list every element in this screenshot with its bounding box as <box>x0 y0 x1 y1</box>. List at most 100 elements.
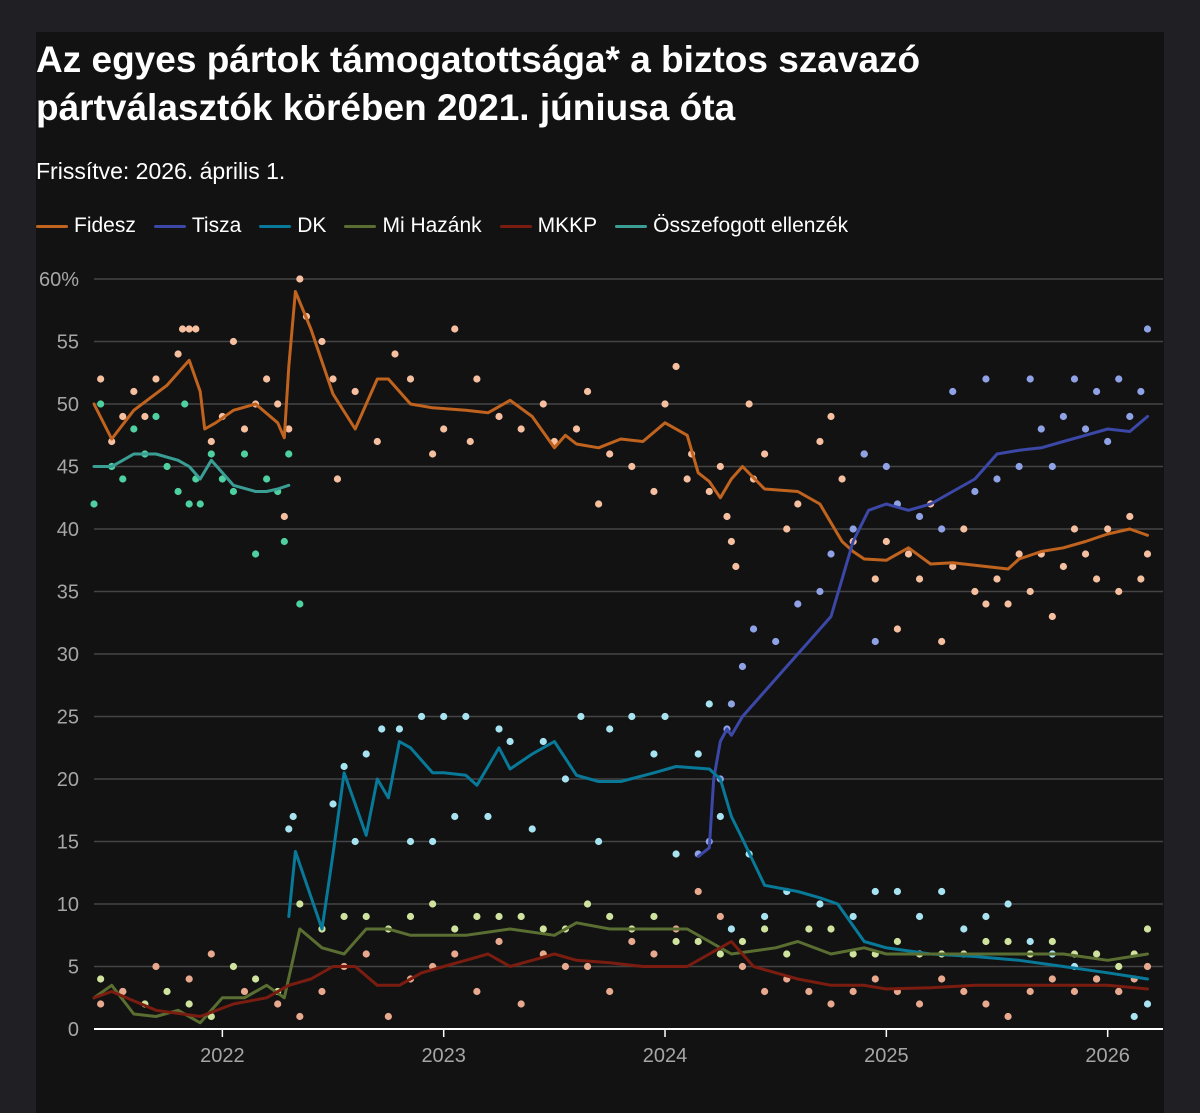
poll-point-dk <box>694 750 702 758</box>
poll-point-tisza <box>1126 412 1134 421</box>
poll-point-fidesz <box>572 425 581 433</box>
poll-point-dk <box>289 812 297 821</box>
legend-item-osszefogott-ellenzek[interactable]: Összefogott ellenzék <box>615 214 848 238</box>
poll-point-osszefogott-ellenzek <box>296 600 304 608</box>
poll-point-fidesz <box>904 550 913 558</box>
poll-point-mi-hazank <box>583 900 592 908</box>
poll-point-mi-hazank <box>207 1012 215 1021</box>
poll-point-dk <box>462 712 470 721</box>
poll-point-fidesz <box>1004 600 1012 608</box>
poll-point-mkkp <box>938 975 946 983</box>
poll-point-fidesz <box>152 375 160 383</box>
poll-point-fidesz <box>1081 550 1090 558</box>
chart-legend: Fidesz Tisza DK Mi Hazánk MKKP Összefogott el… <box>36 214 866 238</box>
poll-point-fidesz <box>1059 562 1068 571</box>
legend-item-mkkp[interactable]: MKKP <box>499 214 597 238</box>
poll-point-fidesz <box>333 475 342 483</box>
y-tick-label: 20 <box>57 769 79 791</box>
poll-point-tisza <box>1081 425 1090 433</box>
series-line-mi-hazank <box>92 921 1149 1025</box>
poll-point-fidesz <box>178 325 187 333</box>
poll-point-mi-hazank <box>495 912 503 921</box>
poll-point-mkkp <box>827 1000 835 1008</box>
poll-point-fidesz <box>745 400 753 408</box>
poll-point-mkkp <box>960 987 968 996</box>
poll-point-fidesz <box>108 437 116 446</box>
poll-point-fidesz <box>783 525 791 533</box>
poll-point-fidesz <box>97 375 105 383</box>
poll-point-dk <box>727 925 736 933</box>
poll-point-mi-hazank <box>849 950 857 958</box>
poll-point-tisza <box>882 462 890 471</box>
poll-point-dk <box>628 712 636 721</box>
poll-point-osszefogott-ellenzek <box>181 400 189 408</box>
poll-point-fidesz <box>517 425 525 433</box>
poll-point-mi-hazank <box>783 950 791 958</box>
poll-point-mi-hazank <box>229 962 238 971</box>
poll-point-fidesz <box>1070 525 1079 533</box>
poll-point-dk <box>938 887 946 896</box>
poll-point-tisza <box>871 637 879 646</box>
poll-point-fidesz <box>761 450 769 458</box>
poll-point-osszefogott-ellenzek <box>97 400 105 408</box>
poll-point-tisza <box>938 525 946 533</box>
poll-point-mi-hazank <box>429 900 437 908</box>
legend-item-fidesz[interactable]: Fidesz <box>36 214 136 238</box>
poll-point-dk <box>871 887 879 896</box>
poll-point-tisza <box>982 375 990 383</box>
poll-point-tisza <box>971 487 979 496</box>
poll-point-fidesz <box>683 475 691 483</box>
legend-item-mi-hazank[interactable]: Mi Hazánk <box>344 214 482 238</box>
poll-point-dk <box>429 837 437 846</box>
poll-point-fidesz <box>495 412 503 421</box>
poll-point-mkkp <box>1048 975 1056 983</box>
poll-point-mi-hazank <box>517 912 525 921</box>
poll-point-osszefogott-ellenzek <box>285 450 293 458</box>
poll-point-tisza <box>993 475 1001 483</box>
poll-point-mkkp <box>1143 962 1152 971</box>
poll-point-dk <box>395 725 404 733</box>
poll-point-fidesz <box>871 575 879 583</box>
poll-point-fidesz <box>949 562 957 571</box>
poll-point-mi-hazank <box>539 925 547 933</box>
poll-point-dk <box>606 725 614 733</box>
poll-point-mi-hazank <box>1093 950 1101 958</box>
poll-point-osszefogott-ellenzek <box>130 425 138 433</box>
poll-point-fidesz <box>539 400 547 408</box>
poll-point-osszefogott-ellenzek <box>152 412 160 421</box>
poll-point-tisza <box>1104 437 1112 446</box>
legend-label: DK <box>297 214 327 237</box>
poll-point-fidesz <box>280 512 288 521</box>
poll-point-dk <box>561 775 570 783</box>
poll-point-mkkp <box>583 962 592 971</box>
x-tick-label: 2024 <box>643 1045 688 1067</box>
y-tick-label: 55 <box>57 332 79 354</box>
poll-point-fidesz <box>1143 550 1152 558</box>
poll-point-mkkp <box>362 950 370 958</box>
poll-point-tisza <box>749 625 758 633</box>
poll-point-fidesz <box>240 425 249 433</box>
poll-point-fidesz <box>650 487 658 496</box>
poll-point-mi-hazank <box>606 912 614 921</box>
poll-point-fidesz <box>982 600 990 608</box>
poll-point-tisza <box>772 637 780 646</box>
chart-panel <box>36 32 1164 1113</box>
legend-swatch <box>153 224 186 228</box>
poll-point-dk <box>539 737 547 746</box>
poll-point-dk <box>451 812 459 821</box>
poll-point-mi-hazank <box>1143 925 1152 933</box>
legend-item-dk[interactable]: DK <box>259 214 326 238</box>
poll-point-tisza <box>794 600 802 608</box>
poll-point-dk <box>650 750 658 758</box>
legend-item-tisza[interactable]: Tisza <box>153 214 241 238</box>
series-line-tisza <box>696 415 1149 858</box>
y-tick-label: 40 <box>57 519 79 541</box>
poll-point-fidesz <box>732 562 740 571</box>
poll-point-fidesz <box>882 537 890 546</box>
poll-point-fidesz <box>1093 575 1101 583</box>
poll-point-dk <box>406 837 415 846</box>
poll-point-tisza <box>816 587 824 596</box>
poll-point-mkkp <box>650 950 658 958</box>
poll-point-mkkp <box>318 987 326 996</box>
poll-point-fidesz <box>429 450 437 458</box>
